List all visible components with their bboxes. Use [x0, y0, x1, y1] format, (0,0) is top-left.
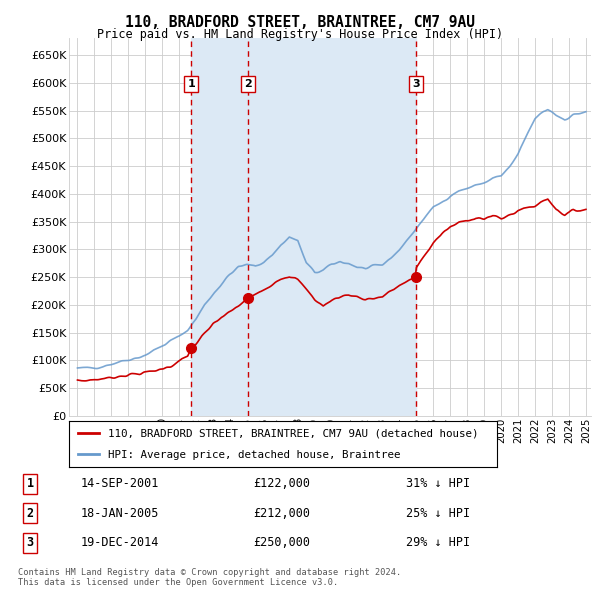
Text: £122,000: £122,000: [254, 477, 311, 490]
Text: 1: 1: [187, 78, 195, 88]
Text: 25% ↓ HPI: 25% ↓ HPI: [406, 507, 470, 520]
Text: 29% ↓ HPI: 29% ↓ HPI: [406, 536, 470, 549]
Bar: [191, 38, 248, 416]
Text: 18-JAN-2005: 18-JAN-2005: [81, 507, 159, 520]
Text: £250,000: £250,000: [254, 536, 311, 549]
Text: 2: 2: [244, 78, 251, 88]
Text: 110, BRADFORD STREET, BRAINTREE, CM7 9AU: 110, BRADFORD STREET, BRAINTREE, CM7 9AU: [125, 15, 475, 30]
Text: Contains HM Land Registry data © Crown copyright and database right 2024.: Contains HM Land Registry data © Crown c…: [18, 568, 401, 576]
Text: 3: 3: [412, 78, 419, 88]
Text: 19-DEC-2014: 19-DEC-2014: [81, 536, 159, 549]
Bar: [248, 38, 416, 416]
Text: £212,000: £212,000: [254, 507, 311, 520]
Text: 31% ↓ HPI: 31% ↓ HPI: [406, 477, 470, 490]
Text: 110, BRADFORD STREET, BRAINTREE, CM7 9AU (detached house): 110, BRADFORD STREET, BRAINTREE, CM7 9AU…: [107, 429, 478, 439]
Text: 2: 2: [26, 507, 34, 520]
Text: This data is licensed under the Open Government Licence v3.0.: This data is licensed under the Open Gov…: [18, 578, 338, 587]
Text: HPI: Average price, detached house, Braintree: HPI: Average price, detached house, Brai…: [107, 450, 400, 460]
Text: 14-SEP-2001: 14-SEP-2001: [81, 477, 159, 490]
Text: Price paid vs. HM Land Registry's House Price Index (HPI): Price paid vs. HM Land Registry's House …: [97, 28, 503, 41]
Text: 1: 1: [26, 477, 34, 490]
Text: 3: 3: [26, 536, 34, 549]
